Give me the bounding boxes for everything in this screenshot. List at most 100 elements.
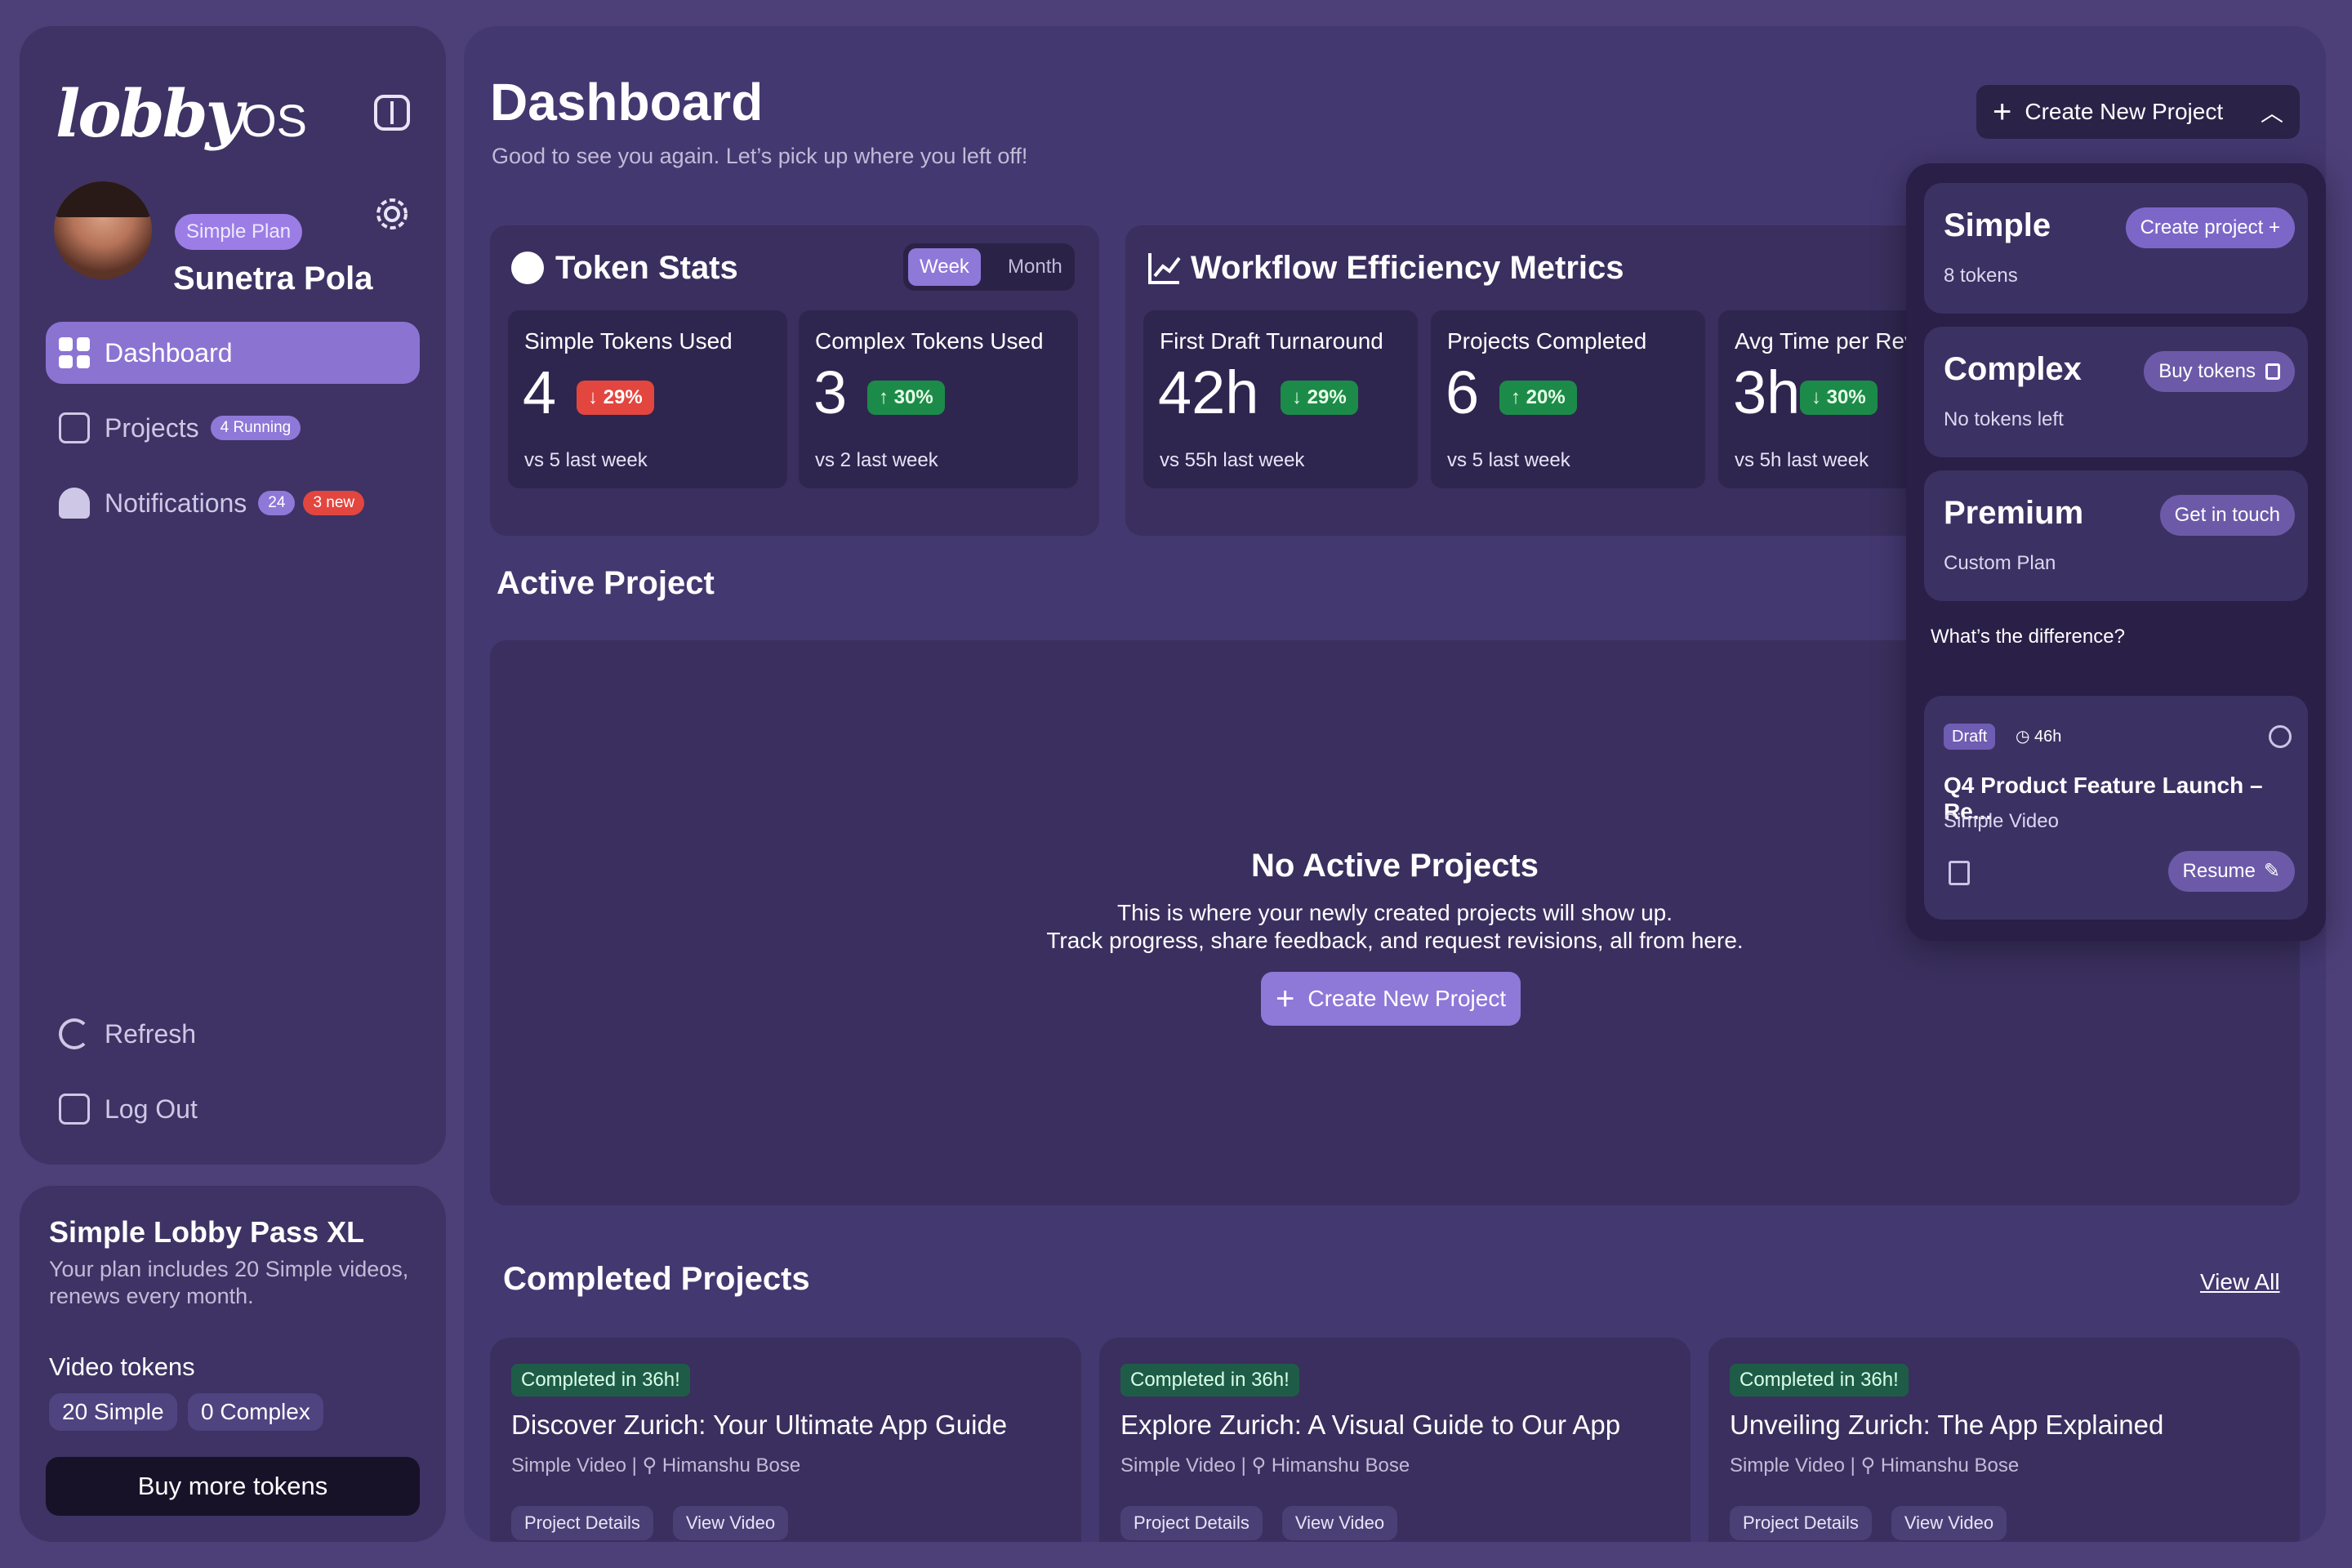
avatar bbox=[54, 181, 152, 279]
active-project-heading: Active Project bbox=[497, 565, 715, 601]
stat-foot: vs 5 last week bbox=[1447, 449, 1570, 471]
create-project-label: Create New Project bbox=[2025, 99, 2224, 124]
change-chip: ↑ 20% bbox=[1499, 381, 1577, 415]
create-new-project-button[interactable]: + Create New Project bbox=[1261, 972, 1521, 1026]
complex-tokens-chip: 0 Complex bbox=[188, 1393, 323, 1431]
sidebar-item-label: Dashboard bbox=[105, 337, 233, 368]
create-project-dropdown-button[interactable]: + Create New Project ︿ bbox=[1976, 85, 2300, 139]
view-video-button[interactable]: View Video bbox=[1891, 1506, 2007, 1540]
page-subtitle: Good to see you again. Let’s pick up whe… bbox=[492, 144, 1028, 168]
buy-tokens-button[interactable]: Buy tokens bbox=[2144, 351, 2295, 392]
plus-icon: + bbox=[1993, 93, 2012, 130]
draft-type: Simple Video bbox=[1944, 810, 2059, 832]
clock-icon: ◷ bbox=[2016, 728, 2035, 746]
stat-value: 42h bbox=[1158, 359, 1259, 426]
running-badge: 4 Running bbox=[210, 416, 301, 440]
week-month-toggle: Week Month bbox=[903, 243, 1075, 291]
draft-badge: Draft bbox=[1944, 724, 1996, 750]
draft-project-card[interactable]: Draft ◷ 46h Q4 Product Feature Launch – … bbox=[1924, 696, 2308, 920]
view-video-button[interactable]: View Video bbox=[1281, 1506, 1398, 1540]
stat-simple-tokens: Simple Tokens Used 4 ↓ 29% vs 5 last wee… bbox=[508, 310, 787, 488]
draft-time: ◷ 46h bbox=[2016, 728, 2062, 746]
help-icon[interactable] bbox=[2269, 725, 2292, 748]
sidebar: lobbyOS Simple Plan Sunetra Pola Dashboa… bbox=[20, 26, 446, 1165]
page-title: Dashboard bbox=[490, 73, 764, 131]
plan-sub: No tokens left bbox=[1944, 408, 2064, 430]
stat-label: Complex Tokens Used bbox=[815, 328, 1044, 354]
person-icon: ⚲ bbox=[642, 1454, 657, 1477]
view-video-button[interactable]: View Video bbox=[672, 1506, 789, 1540]
completed-project-card[interactable]: Completed in 36h! Discover Zurich: Your … bbox=[490, 1338, 1081, 1542]
stat-label: Projects Completed bbox=[1447, 328, 1647, 354]
sidebar-item-projects[interactable]: Projects 4 Running bbox=[46, 397, 420, 459]
stat-value: 3 bbox=[813, 359, 848, 426]
sidebar-item-label: Notifications bbox=[105, 488, 247, 518]
get-in-touch-button[interactable]: Get in touch bbox=[2159, 495, 2295, 536]
completed-badge: Completed in 36h! bbox=[1120, 1364, 1299, 1396]
empty-state-line-2: Track progress, share feedback, and requ… bbox=[1046, 928, 1744, 953]
project-details-button[interactable]: Project Details bbox=[1730, 1506, 1872, 1540]
resume-button[interactable]: Resume ✎ bbox=[2167, 851, 2295, 892]
draft-title: Q4 Product Feature Launch – Re... bbox=[1944, 773, 2263, 824]
completed-badge: Completed in 36h! bbox=[511, 1364, 690, 1396]
whats-the-difference-link[interactable]: What’s the difference? bbox=[1931, 626, 2125, 648]
stat-first-draft: First Draft Turnaround 42h ↓ 29% vs 55h … bbox=[1143, 310, 1418, 488]
create-new-project-label: Create New Project bbox=[1307, 986, 1507, 1011]
stat-value: 3h bbox=[1733, 359, 1801, 426]
tab-month[interactable]: Month bbox=[1008, 256, 1062, 278]
dashboard-grid-icon bbox=[59, 337, 90, 368]
change-chip: ↑ 30% bbox=[867, 381, 945, 415]
plan-option-simple[interactable]: Simple 8 tokens Create project + bbox=[1924, 183, 2308, 314]
project-details-button[interactable]: Project Details bbox=[1120, 1506, 1263, 1540]
plan-option-premium[interactable]: Premium Custom Plan Get in touch bbox=[1924, 470, 2308, 601]
trash-icon[interactable] bbox=[1949, 861, 1970, 885]
project-meta: Simple Video | ⚲ Himanshu Bose bbox=[511, 1454, 801, 1477]
create-project-button[interactable]: Create project + bbox=[2125, 207, 2295, 248]
collapse-sidebar-icon[interactable] bbox=[374, 95, 410, 131]
project-title: Explore Zurich: A Visual Guide to Our Ap… bbox=[1120, 1410, 1621, 1440]
sidebar-item-notifications[interactable]: Notifications 24 3 new bbox=[46, 472, 420, 534]
view-all-link[interactable]: View All bbox=[2200, 1269, 2280, 1294]
settings-gear-icon[interactable] bbox=[374, 196, 410, 236]
plan-description: Your plan includes 20 Simple videos, ren… bbox=[49, 1257, 409, 1308]
project-title: Unveiling Zurich: The App Explained bbox=[1730, 1410, 2164, 1440]
simple-tokens-chip: 20 Simple bbox=[49, 1393, 177, 1431]
change-chip: ↓ 29% bbox=[577, 381, 654, 415]
chevron-up-icon: ︿ bbox=[2260, 100, 2283, 126]
user-name: Sunetra Pola bbox=[173, 261, 373, 296]
token-stats-title: Token Stats bbox=[555, 250, 738, 286]
token-icon bbox=[511, 252, 544, 284]
plan-card: Simple Lobby Pass XL Your plan includes … bbox=[20, 1186, 446, 1542]
logout-button[interactable]: Log Out bbox=[46, 1078, 420, 1140]
project-details-button[interactable]: Project Details bbox=[511, 1506, 653, 1540]
stat-complex-tokens: Complex Tokens Used 3 ↑ 30% vs 2 last we… bbox=[799, 310, 1078, 488]
stat-foot: vs 2 last week bbox=[815, 449, 938, 471]
empty-state-line-1: This is where your newly created project… bbox=[1116, 900, 1673, 925]
project-title: Discover Zurich: Your Ultimate App Guide bbox=[511, 1410, 1008, 1440]
stat-foot: vs 5 last week bbox=[524, 449, 648, 471]
tab-week[interactable]: Week bbox=[908, 248, 981, 286]
plan-title: Premium bbox=[1944, 495, 2084, 531]
buy-more-tokens-button[interactable]: Buy more tokens bbox=[46, 1457, 420, 1516]
video-tokens-label: Video tokens bbox=[49, 1352, 195, 1381]
person-icon: ⚲ bbox=[1251, 1454, 1267, 1477]
stat-value: 6 bbox=[1446, 359, 1480, 426]
notification-count: 24 bbox=[258, 491, 296, 515]
project-meta: Simple Video | ⚲ Himanshu Bose bbox=[1730, 1454, 2020, 1477]
plan-title: Simple bbox=[1944, 207, 2051, 243]
project-meta: Simple Video | ⚲ Himanshu Bose bbox=[1120, 1454, 1410, 1477]
plan-badge: Simple Plan bbox=[175, 214, 303, 250]
completed-project-card[interactable]: Completed in 36h! Unveiling Zurich: The … bbox=[1708, 1338, 2300, 1542]
refresh-button[interactable]: Refresh bbox=[46, 1003, 420, 1065]
change-chip: ↓ 30% bbox=[1800, 381, 1878, 415]
stat-label: Avg Time per Rev bbox=[1735, 328, 1917, 354]
project-actions: Project Details View Video bbox=[511, 1506, 808, 1540]
plan-option-complex[interactable]: Complex No tokens left Buy tokens bbox=[1924, 327, 2308, 457]
stat-label: Simple Tokens Used bbox=[524, 328, 733, 354]
completed-project-card[interactable]: Completed in 36h! Explore Zurich: A Visu… bbox=[1099, 1338, 1690, 1542]
sidebar-item-dashboard[interactable]: Dashboard bbox=[46, 322, 420, 384]
lobby-os-logo[interactable]: lobbyOS bbox=[56, 75, 308, 152]
completed-projects-heading: Completed Projects bbox=[503, 1261, 810, 1297]
refresh-icon bbox=[59, 1018, 90, 1049]
bell-icon bbox=[59, 488, 90, 519]
